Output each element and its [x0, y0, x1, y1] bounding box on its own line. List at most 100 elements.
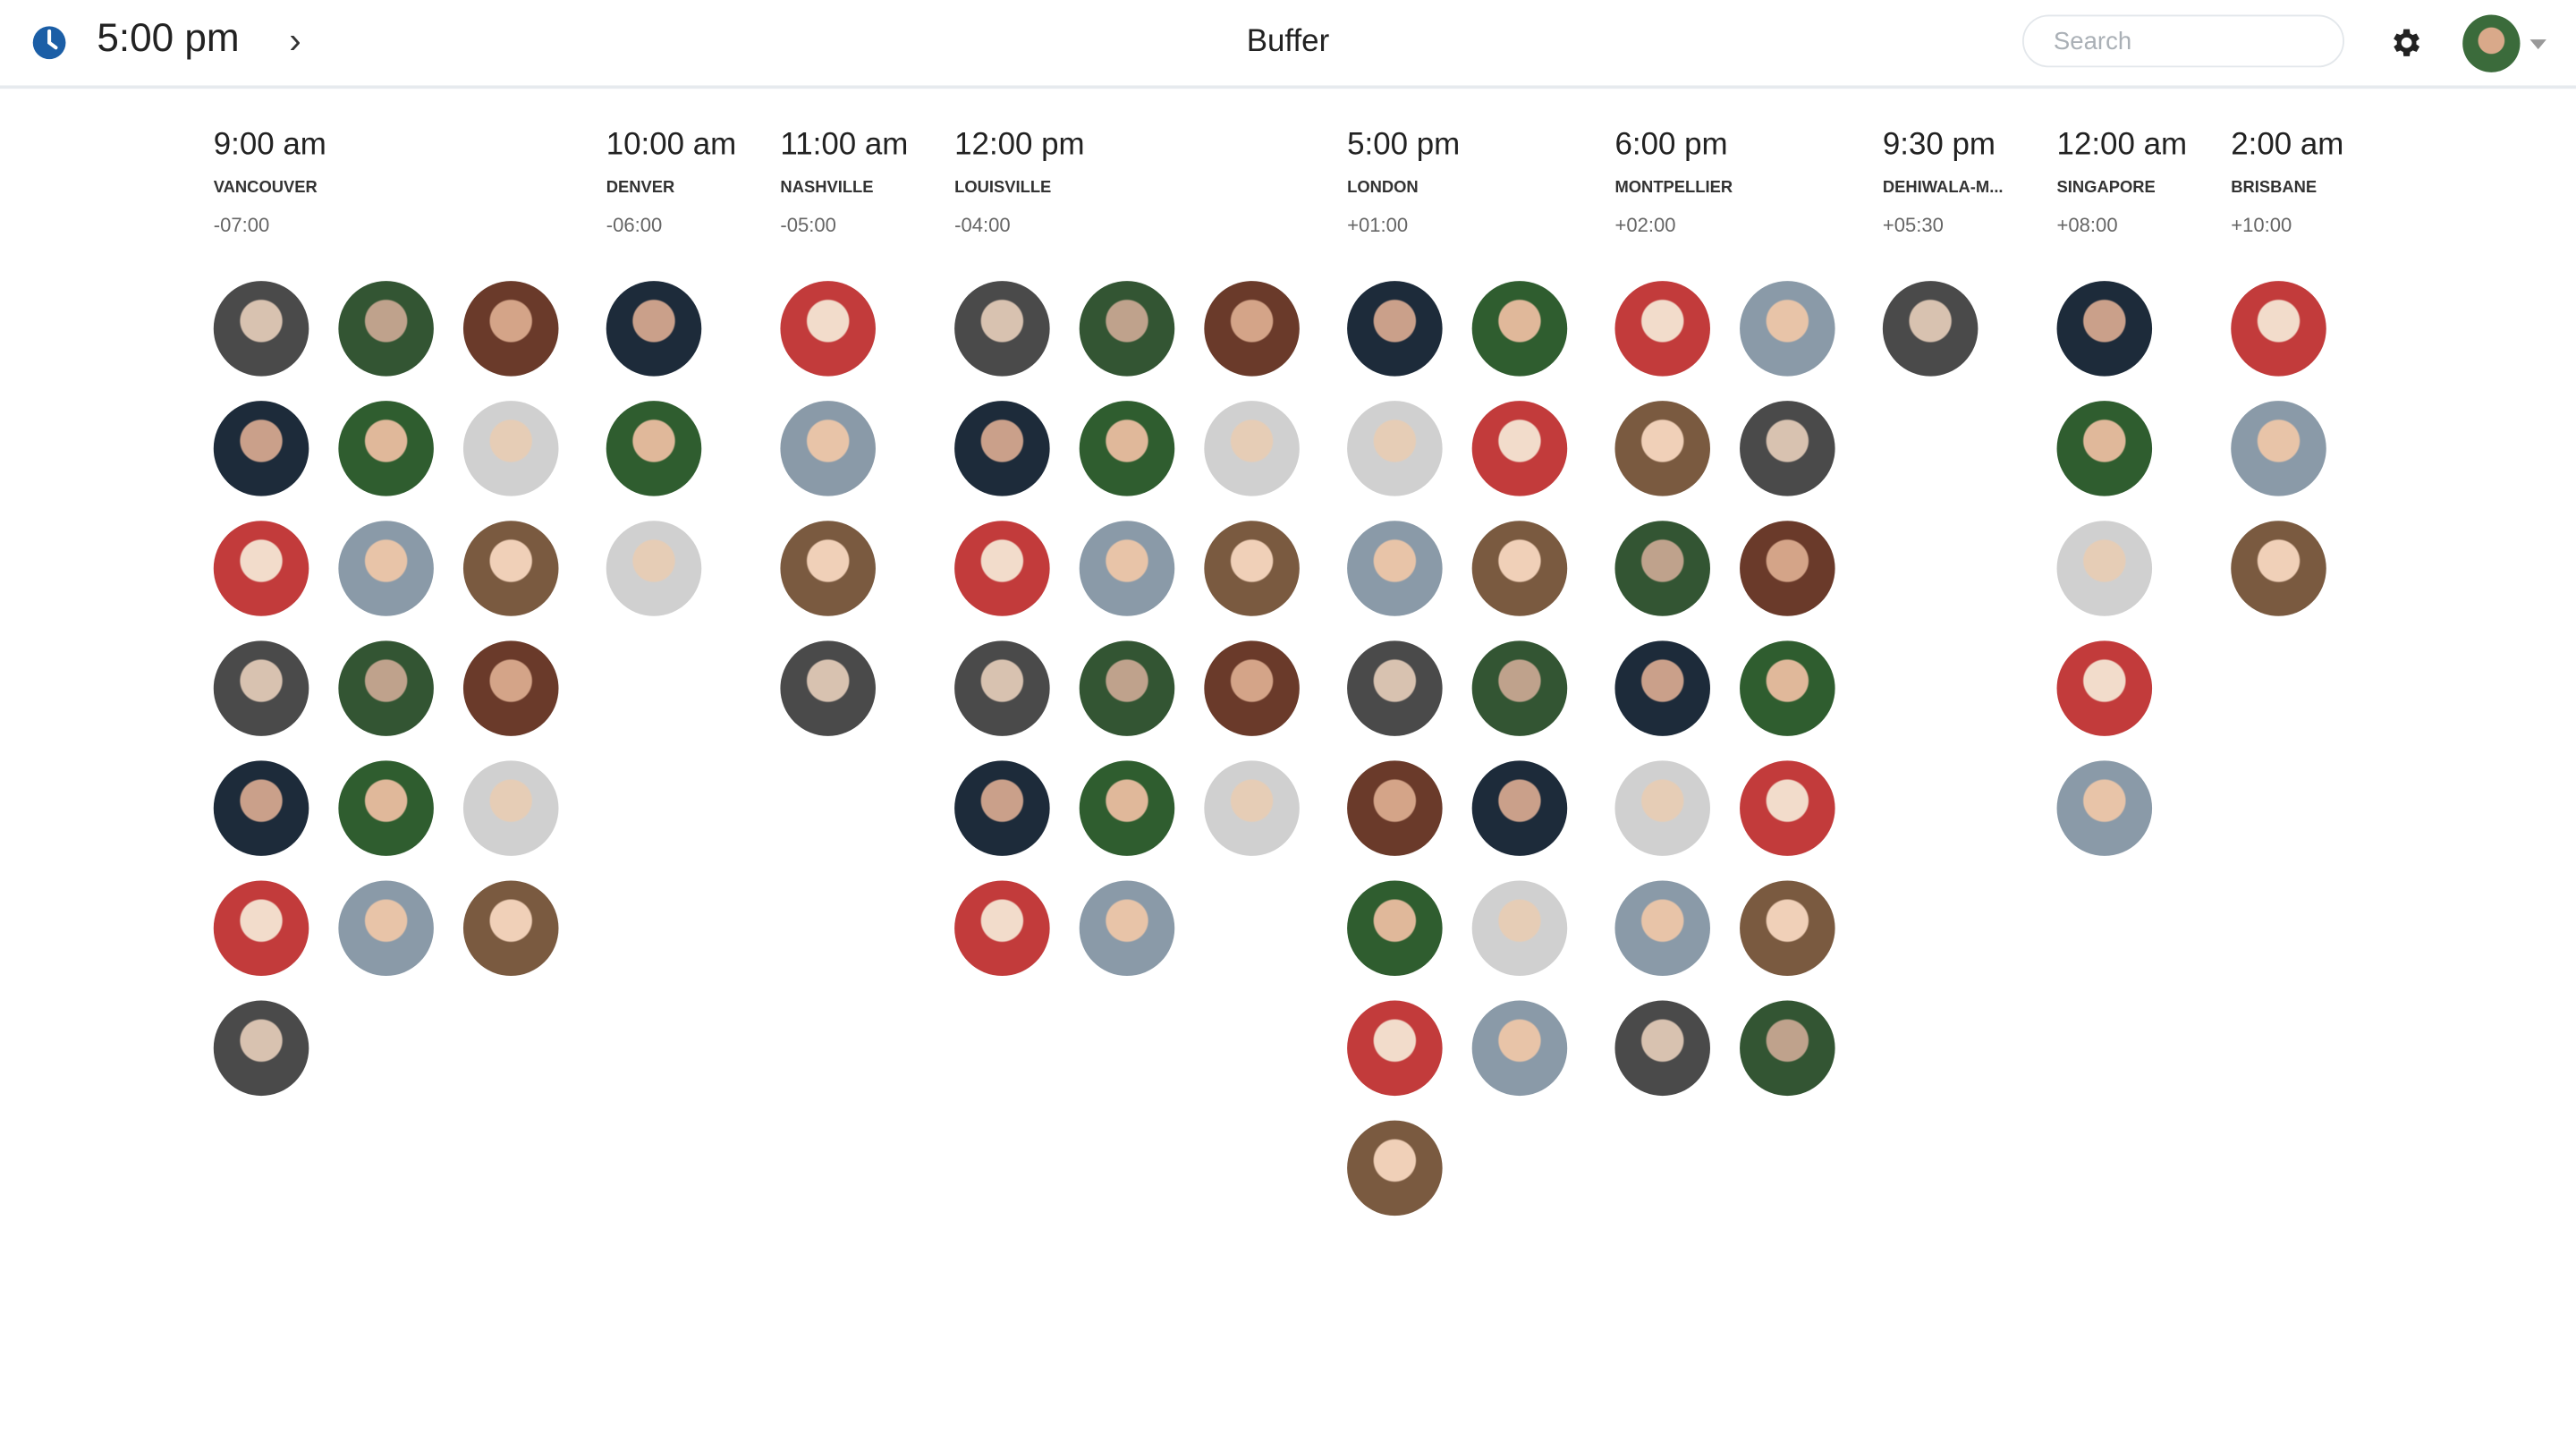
team-member-avatar[interactable] [1740, 760, 1835, 856]
team-member-avatar[interactable] [2056, 401, 2153, 496]
city-name: DENVER [606, 179, 675, 198]
gear-icon[interactable] [2387, 25, 2423, 61]
team-member-avatar[interactable] [1204, 281, 1300, 377]
team-member-avatar[interactable] [1347, 880, 1443, 976]
team-member-avatar[interactable] [780, 521, 876, 616]
team-member-avatar[interactable] [2056, 521, 2153, 616]
team-member-avatar[interactable] [1204, 521, 1300, 616]
timezone-column: 6:00 pm MONTPELLIER +02:00 [1614, 128, 1835, 1097]
team-member-avatar[interactable] [1347, 281, 1443, 377]
team-member-avatar[interactable] [462, 760, 559, 856]
team-member-avatar[interactable] [1079, 401, 1175, 496]
team-member-avatar[interactable] [462, 640, 559, 736]
team-member-avatar[interactable] [213, 401, 309, 496]
team-member-avatar[interactable] [954, 880, 1050, 976]
local-time: 12:00 am [2056, 128, 2188, 163]
team-member-avatar[interactable] [780, 401, 876, 496]
chevron-right-icon[interactable]: › [289, 20, 301, 61]
team-member-avatar[interactable] [462, 880, 559, 976]
team-member-avatar[interactable] [338, 880, 434, 976]
team-member-avatar[interactable] [338, 281, 434, 377]
team-member-avatar[interactable] [1079, 521, 1175, 616]
team-member-avatar[interactable] [462, 521, 559, 616]
utc-offset: -04:00 [954, 213, 1011, 237]
team-member-avatar[interactable] [1614, 880, 1711, 976]
timezone-column: 11:00 am NASHVILLE -05:00 [780, 128, 908, 736]
team-member-avatar[interactable] [462, 401, 559, 496]
team-member-avatar[interactable] [1471, 1000, 1568, 1097]
current-time: 5:00 pm [97, 16, 240, 61]
team-member-avatar[interactable] [1347, 640, 1443, 736]
team-member-avatar[interactable] [1740, 521, 1835, 616]
user-avatar[interactable] [2462, 14, 2521, 72]
team-member-avatar[interactable] [606, 521, 702, 616]
team-member-avatar[interactable] [1347, 760, 1443, 856]
team-member-avatar[interactable] [338, 521, 434, 616]
team-member-avatar[interactable] [1204, 401, 1300, 496]
team-member-avatar[interactable] [2056, 760, 2153, 856]
team-member-avatar[interactable] [338, 401, 434, 496]
team-member-avatar[interactable] [2056, 281, 2153, 377]
team-member-avatar[interactable] [954, 760, 1050, 856]
team-member-avatar[interactable] [1347, 521, 1443, 616]
timezone-column: 5:00 pm LONDON +01:00 [1347, 128, 1568, 1216]
team-member-avatar[interactable] [213, 880, 309, 976]
local-time: 9:30 pm [1882, 128, 1996, 163]
team-member-avatar[interactable] [1347, 1000, 1443, 1097]
team-member-avatar[interactable] [1204, 760, 1300, 856]
team-member-avatar[interactable] [213, 521, 309, 616]
team-member-avatar[interactable] [780, 640, 876, 736]
team-member-avatar[interactable] [1740, 281, 1835, 377]
team-member-avatar[interactable] [1347, 1120, 1443, 1216]
team-member-avatar[interactable] [1740, 1000, 1835, 1097]
team-member-avatar[interactable] [1882, 281, 1979, 377]
team-member-avatar[interactable] [606, 281, 702, 377]
team-member-avatar[interactable] [954, 281, 1050, 377]
team-member-avatar[interactable] [1347, 401, 1443, 496]
team-member-avatar[interactable] [1614, 401, 1711, 496]
team-member-avatar[interactable] [1614, 1000, 1711, 1097]
timezone-column: 10:00 am DENVER -06:00 [606, 128, 736, 616]
team-member-avatar[interactable] [213, 281, 309, 377]
city-name: SINGAPORE [2056, 179, 2156, 198]
team-member-avatar[interactable] [2231, 281, 2326, 377]
team-member-avatar[interactable] [1471, 281, 1568, 377]
team-member-avatar[interactable] [2231, 521, 2326, 616]
local-time: 9:00 am [213, 128, 326, 163]
team-member-avatar[interactable] [2231, 401, 2326, 496]
team-member-avatar[interactable] [1740, 880, 1835, 976]
utc-offset: +08:00 [2056, 213, 2118, 237]
team-member-avatar[interactable] [954, 401, 1050, 496]
team-member-avatar[interactable] [780, 281, 876, 377]
team-member-avatar[interactable] [606, 401, 702, 496]
team-member-avatar[interactable] [213, 1000, 309, 1097]
team-member-avatar[interactable] [462, 281, 559, 377]
team-member-avatar[interactable] [1079, 880, 1175, 976]
team-member-avatar[interactable] [1079, 640, 1175, 736]
search-input[interactable] [2021, 14, 2344, 68]
team-member-avatar[interactable] [1471, 880, 1568, 976]
team-member-avatar[interactable] [213, 640, 309, 736]
team-member-avatar[interactable] [338, 760, 434, 856]
team-member-avatar[interactable] [1079, 281, 1175, 377]
team-member-avatar[interactable] [1740, 640, 1835, 736]
caret-down-icon[interactable] [2529, 39, 2546, 50]
team-member-avatar[interactable] [1471, 401, 1568, 496]
team-member-avatar[interactable] [954, 521, 1050, 616]
team-member-avatar[interactable] [1740, 401, 1835, 496]
team-member-avatar[interactable] [1471, 760, 1568, 856]
team-member-avatar[interactable] [1614, 760, 1711, 856]
team-member-avatar[interactable] [338, 640, 434, 736]
team-member-avatar[interactable] [213, 760, 309, 856]
team-member-avatar[interactable] [1471, 640, 1568, 736]
team-member-avatar[interactable] [1614, 521, 1711, 616]
team-member-avatar[interactable] [1204, 640, 1300, 736]
team-member-avatar[interactable] [954, 640, 1050, 736]
city-name: LOUISVILLE [954, 179, 1052, 198]
team-member-avatar[interactable] [1471, 521, 1568, 616]
clock-icon [32, 26, 66, 60]
team-member-avatar[interactable] [1614, 640, 1711, 736]
team-member-avatar[interactable] [2056, 640, 2153, 736]
team-member-avatar[interactable] [1614, 281, 1711, 377]
team-member-avatar[interactable] [1079, 760, 1175, 856]
